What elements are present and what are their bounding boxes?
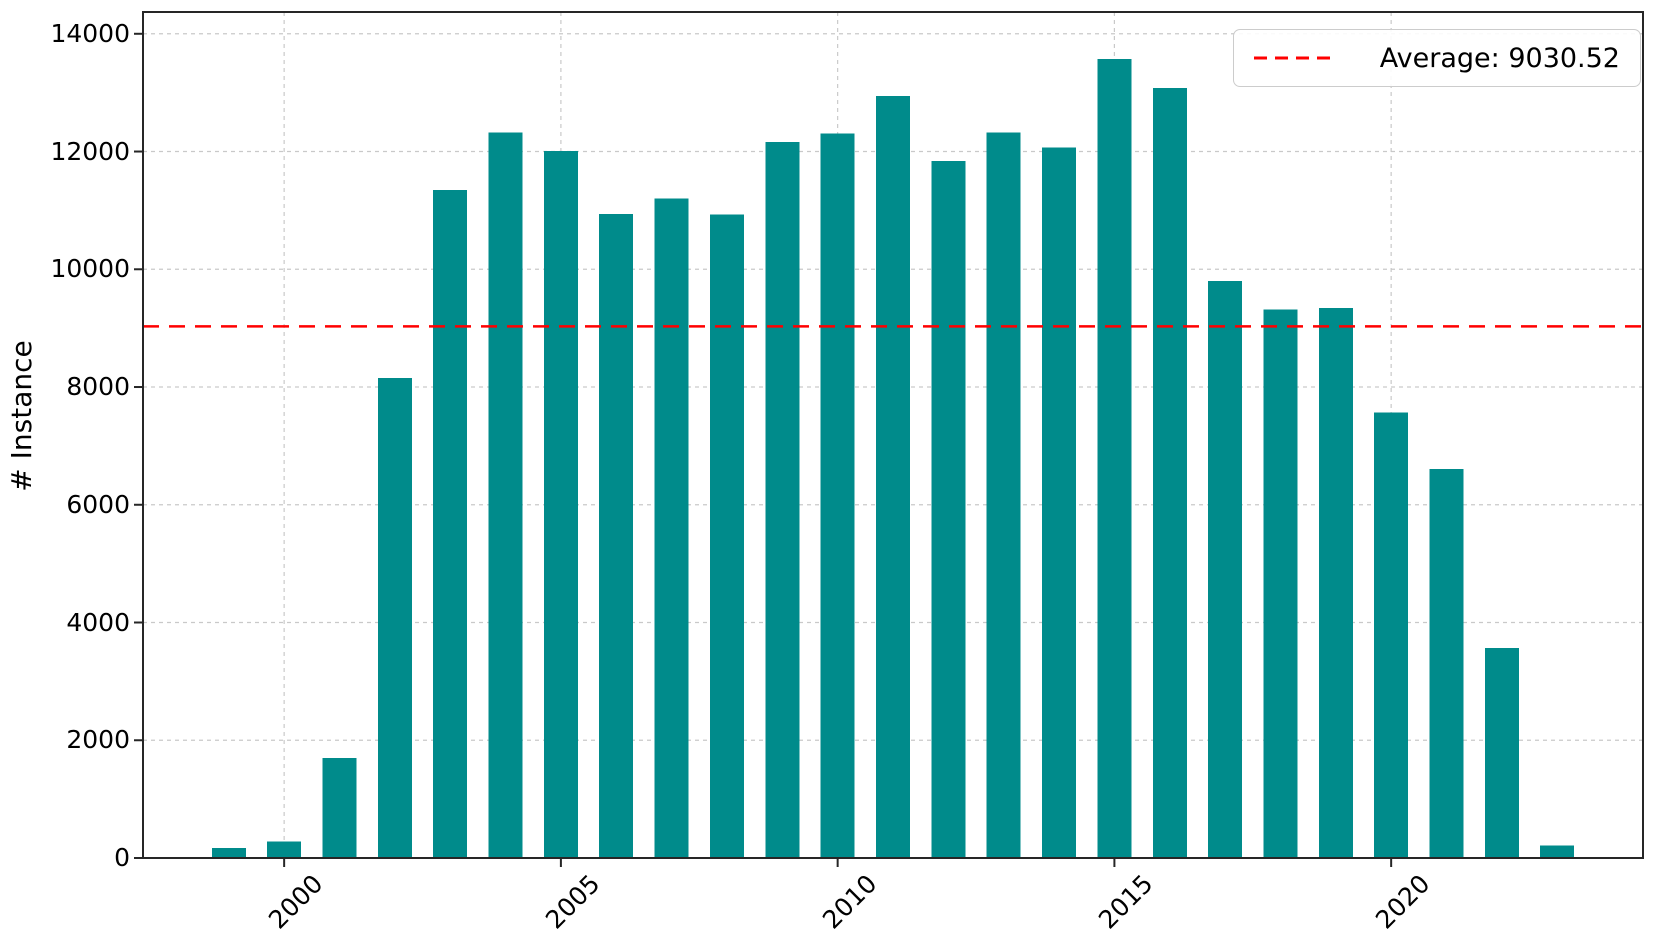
bar-2019 xyxy=(1318,308,1353,859)
y-tick-label-4000: 4000 xyxy=(66,607,130,637)
bar-2004 xyxy=(488,132,523,858)
bar-2006 xyxy=(599,213,634,858)
bar-2000 xyxy=(267,841,302,858)
bar-2023 xyxy=(1540,845,1575,858)
bar-2005 xyxy=(543,150,578,858)
y-tick-label-12000: 12000 xyxy=(50,136,130,166)
bar-2011 xyxy=(876,96,910,859)
y-axis-label: # Instance xyxy=(5,340,38,492)
bar-2014 xyxy=(1042,147,1077,858)
bar-2007 xyxy=(654,198,689,858)
bar-2016 xyxy=(1152,87,1187,858)
bar-2021 xyxy=(1429,468,1464,858)
bar-2015 xyxy=(1097,59,1132,858)
bar-2013 xyxy=(986,132,1021,858)
bar-2017 xyxy=(1208,281,1243,859)
bar-2012 xyxy=(931,160,966,858)
y-tick-label-10000: 10000 xyxy=(50,254,130,284)
y-tick-label-2000: 2000 xyxy=(66,725,130,755)
plot-frame xyxy=(142,11,1644,859)
bar-2020 xyxy=(1374,412,1409,858)
bar-2002 xyxy=(377,378,412,858)
bar-2010 xyxy=(820,133,855,859)
y-tick-label-8000: 8000 xyxy=(66,372,130,402)
bar-2022 xyxy=(1484,647,1519,858)
bar-2009 xyxy=(765,142,800,858)
bar-2001 xyxy=(322,757,357,858)
bar-2003 xyxy=(433,189,468,858)
legend: Average: 9030.52 xyxy=(1232,29,1641,87)
y-tick-label-6000: 6000 xyxy=(66,489,130,519)
bar-2008 xyxy=(709,214,744,859)
y-tick-label-0: 0 xyxy=(114,843,130,872)
bar-2018 xyxy=(1263,309,1298,858)
legend-average-line-icon xyxy=(1253,56,1338,60)
bar-1999 xyxy=(211,847,246,858)
y-tick-label-14000: 14000 xyxy=(50,18,130,48)
legend-average-label: Average: 9030.52 xyxy=(1379,42,1620,74)
